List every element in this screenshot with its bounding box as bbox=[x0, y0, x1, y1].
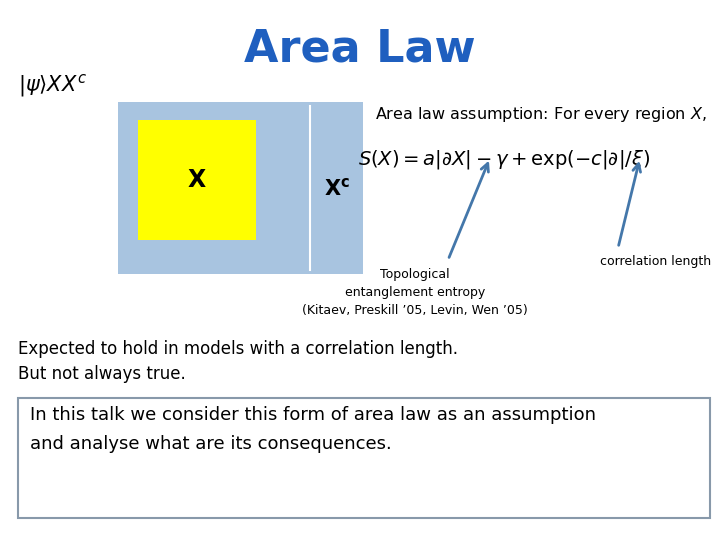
Text: In this talk we consider this form of area law as an assumption
and analyse what: In this talk we consider this form of ar… bbox=[30, 406, 596, 453]
Bar bbox=[118, 102, 363, 274]
Text: Expected to hold in models with a correlation length.
But not always true.: Expected to hold in models with a correl… bbox=[18, 340, 458, 383]
Text: Topological
entanglement entropy
(Kitaev, Preskill ’05, Levin, Wen ’05): Topological entanglement entropy (Kitaev… bbox=[302, 268, 528, 317]
Bar bbox=[18, 398, 710, 518]
Text: $S(X) = a|\partial X| - \gamma + \exp(-c|\partial|/\xi)$: $S(X) = a|\partial X| - \gamma + \exp(-c… bbox=[358, 148, 650, 171]
Text: Area law assumption: For every region $X$,: Area law assumption: For every region $X… bbox=[375, 105, 706, 124]
Bar bbox=[138, 120, 256, 240]
Text: $|\psi\rangle X X^c$: $|\psi\rangle X X^c$ bbox=[18, 72, 87, 99]
Text: Area Law: Area Law bbox=[244, 28, 476, 71]
Text: $\mathbf{X^c}$: $\mathbf{X^c}$ bbox=[323, 177, 349, 199]
Text: correlation length: correlation length bbox=[600, 255, 711, 268]
Text: $\mathbf{X}$: $\mathbf{X}$ bbox=[187, 168, 207, 192]
